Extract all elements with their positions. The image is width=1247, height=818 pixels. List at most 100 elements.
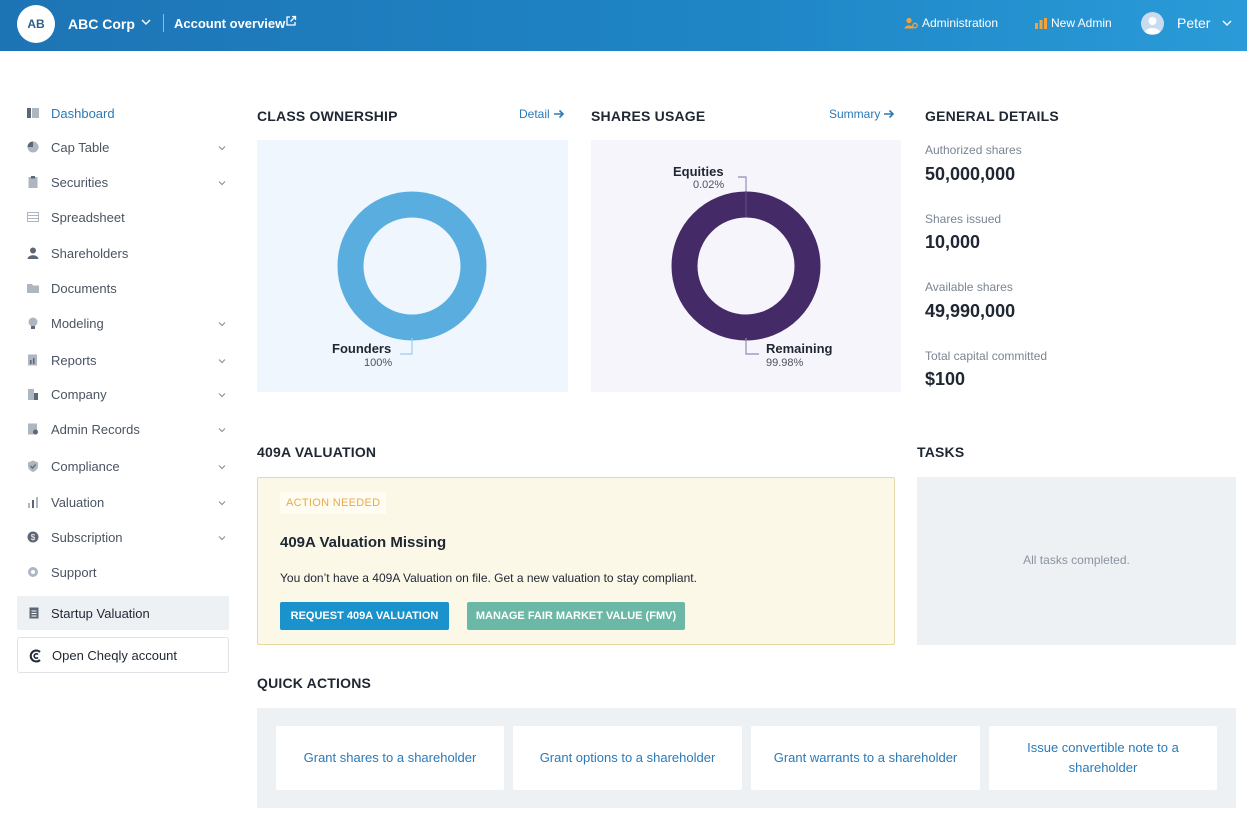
class-ownership-donut xyxy=(337,191,487,355)
sidebar-item-label: Spreadsheet xyxy=(51,210,125,225)
sidebar-item-securities[interactable]: Securities xyxy=(17,165,229,200)
remaining-leader-line xyxy=(745,338,759,355)
total-capital-value: $100 xyxy=(925,369,966,389)
shield-icon xyxy=(28,460,38,472)
sidebar-item-cap-table[interactable]: Cap Table xyxy=(17,130,229,165)
chevron-down-icon[interactable] xyxy=(217,143,227,153)
chart-icon xyxy=(28,497,38,508)
document-icon xyxy=(29,607,39,619)
pie-icon xyxy=(27,141,39,153)
sidebar-item-label: Admin Records xyxy=(51,422,140,437)
bulb-icon xyxy=(28,317,38,329)
new-admin-link[interactable]: New Admin xyxy=(1035,16,1112,30)
open-cheqly-label: Open Cheqly account xyxy=(52,647,178,663)
detail-link-label: Detail xyxy=(519,107,550,121)
sidebar-item-shareholders[interactable]: Shareholders xyxy=(17,236,229,271)
sidebar-item-label: Securities xyxy=(51,175,109,190)
user-name[interactable]: Peter xyxy=(1177,15,1211,31)
remaining-label: Remaining xyxy=(766,341,833,356)
action-needed-badge: ACTION NEEDED xyxy=(280,492,387,514)
grant-warrants-card[interactable]: Grant warrants to a shareholder xyxy=(751,726,980,790)
clipboard-icon xyxy=(28,176,38,188)
cheqly-logo-icon xyxy=(29,649,41,663)
authorized-shares-value: 50,000,000 xyxy=(925,164,1016,184)
valuation-alert: ACTION NEEDED 409A Valuation Missing You… xyxy=(257,477,895,645)
user-avatar[interactable] xyxy=(1141,12,1164,35)
arrow-right-icon xyxy=(884,109,895,119)
company-avatar[interactable]: AB xyxy=(17,5,55,43)
sidebar-item-modeling[interactable]: Modeling xyxy=(17,306,229,341)
report-icon xyxy=(28,354,37,366)
sidebar-item-label: Modeling xyxy=(51,316,104,331)
manage-fmv-button[interactable]: MANAGE FAIR MARKET VALUE (FMV) xyxy=(467,602,685,630)
summary-link[interactable]: Summary xyxy=(829,107,895,121)
sidebar-item-label: Company xyxy=(51,387,107,402)
chevron-down-icon[interactable] xyxy=(1220,16,1234,30)
valuation-message: You don’t have a 409A Valuation on file.… xyxy=(280,571,697,585)
sidebar-item-support[interactable]: Support xyxy=(17,555,229,590)
grant-shares-card[interactable]: Grant shares to a shareholder xyxy=(276,726,504,790)
tasks-empty-text: All tasks completed. xyxy=(1023,553,1130,567)
remaining-slice[interactable] xyxy=(671,191,821,341)
shares-usage-donut xyxy=(671,176,821,355)
sidebar-item-label: Documents xyxy=(51,281,117,296)
admin-user-icon xyxy=(904,17,918,29)
administration-link[interactable]: Administration xyxy=(904,16,998,30)
external-link-icon[interactable] xyxy=(285,15,297,27)
sidebar-item-spreadsheet[interactable]: Spreadsheet xyxy=(17,200,229,235)
class-ownership-title: CLASS OWNERSHIP xyxy=(257,108,398,124)
class-ownership-chart-panel: Founders 100% xyxy=(257,140,568,392)
chevron-down-icon[interactable] xyxy=(217,498,227,508)
founders-label: Founders xyxy=(332,341,392,356)
issue-convertible-card[interactable]: Issue convertible note to a shareholder xyxy=(989,726,1217,790)
new-admin-chart-icon xyxy=(1035,17,1047,29)
chevron-down-icon[interactable] xyxy=(217,425,227,435)
new-admin-label: New Admin xyxy=(1051,16,1112,30)
shares-usage-title: SHARES USAGE xyxy=(591,108,706,124)
summary-link-label: Summary xyxy=(829,107,881,121)
detail-link[interactable]: Detail xyxy=(519,107,565,121)
sidebar-item-valuation[interactable]: Valuation xyxy=(17,485,229,520)
dollar-icon: $ xyxy=(27,531,39,543)
account-overview-link[interactable]: Account overview xyxy=(174,16,286,31)
sidebar-item-company[interactable]: Company xyxy=(17,377,229,412)
user-avatar-icon xyxy=(1144,17,1161,34)
building-icon xyxy=(28,389,38,400)
sidebar-item-reports[interactable]: Reports xyxy=(17,343,229,378)
founders-slice[interactable] xyxy=(337,191,487,341)
chevron-down-icon[interactable] xyxy=(217,356,227,366)
sidebar-item-dashboard[interactable]: Dashboard xyxy=(17,96,229,131)
sidebar-item-documents[interactable]: Documents xyxy=(17,271,229,306)
support-icon xyxy=(28,567,38,577)
folder-icon xyxy=(27,284,39,293)
chevron-down-icon[interactable] xyxy=(217,462,227,472)
sidebar-item-subscription[interactable]: $ Subscription xyxy=(17,520,229,555)
tasks-panel: All tasks completed. xyxy=(917,477,1236,645)
company-name[interactable]: ABC Corp xyxy=(68,16,135,32)
remaining-pct: 99.98% xyxy=(766,357,804,369)
general-details-title: GENERAL DETAILS xyxy=(925,108,1059,124)
chevron-down-icon[interactable] xyxy=(139,15,153,29)
startup-valuation-button[interactable]: Startup Valuation xyxy=(17,596,229,630)
person-icon xyxy=(27,247,39,259)
sidebar-item-label: Valuation xyxy=(51,495,105,510)
sidebar: Dashboard Cap Table Securities Spreadsheet S… xyxy=(17,96,229,673)
request-409a-button[interactable]: REQUEST 409A VALUATION xyxy=(280,602,449,630)
sidebar-item-admin-records[interactable]: Admin Records xyxy=(17,412,229,447)
open-cheqly-button[interactable]: Open Cheqly account xyxy=(17,637,229,673)
sidebar-item-compliance[interactable]: Compliance xyxy=(17,449,229,484)
founders-pct: 100% xyxy=(364,357,393,369)
grant-options-card[interactable]: Grant options to a shareholder xyxy=(513,726,742,790)
available-shares-value: 49,990,000 xyxy=(925,301,1016,321)
chevron-down-icon[interactable] xyxy=(217,390,227,400)
chevron-down-icon[interactable] xyxy=(217,178,227,188)
chevron-down-icon[interactable] xyxy=(217,319,227,329)
equities-pct: 0.02% xyxy=(693,179,725,191)
tasks-title: TASKS xyxy=(917,444,965,460)
total-capital-label: Total capital committed xyxy=(925,349,1048,363)
founders-leader-line xyxy=(400,338,413,355)
equities-leader-line xyxy=(738,176,747,191)
sidebar-item-label: Compliance xyxy=(51,459,120,474)
sidebar-item-label: Support xyxy=(51,565,97,580)
chevron-down-icon[interactable] xyxy=(217,533,227,543)
